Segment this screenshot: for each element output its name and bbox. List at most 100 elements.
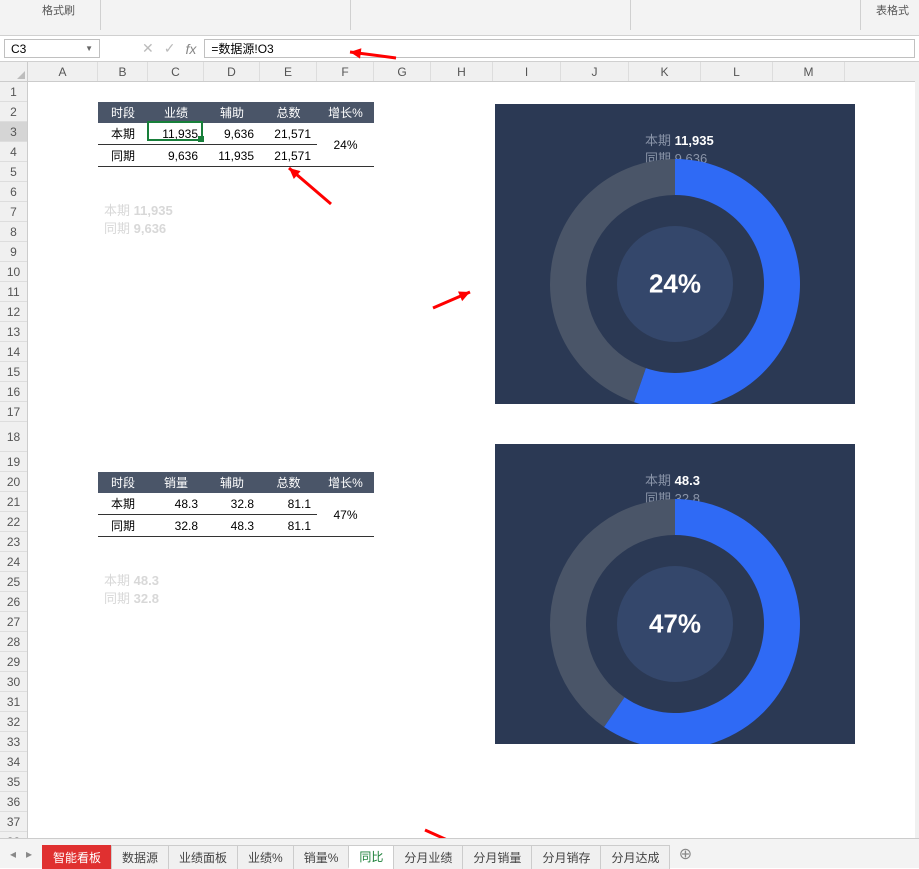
row-header[interactable]: 21	[0, 492, 27, 512]
sheet-tab[interactable]: 数据源	[111, 845, 169, 869]
col-header[interactable]: A	[28, 62, 98, 81]
col-header[interactable]: L	[701, 62, 773, 81]
row-header[interactable]: 36	[0, 792, 27, 812]
row-header[interactable]: 7	[0, 202, 27, 222]
cell-value: 81.1	[260, 493, 317, 515]
row-header[interactable]: 20	[0, 472, 27, 492]
row-headers[interactable]: 1234567891011121314151617181920212223242…	[0, 82, 28, 838]
name-box-value: C3	[11, 42, 26, 56]
fx-icon[interactable]: fx	[185, 41, 196, 57]
table-header: 销量	[148, 472, 204, 493]
sheet-tab[interactable]: 销量%	[293, 845, 350, 869]
row-header[interactable]: 8	[0, 222, 27, 242]
row-header[interactable]: 22	[0, 512, 27, 532]
cell-value: 11,935	[148, 123, 204, 145]
tab-nav[interactable]: ◂ ▸	[0, 847, 42, 861]
ribbon-groups: 格式刷 剪贴板 字体 对齐方式 数字 表格式	[0, 0, 919, 36]
col-header[interactable]: F	[317, 62, 374, 81]
col-header[interactable]: E	[260, 62, 317, 81]
cell-value: 21,571	[260, 145, 317, 167]
formula-bar-row: C3 ▼ ✕ ✓ fx =数据源!O3	[0, 36, 919, 62]
formula-input[interactable]: =数据源!O3	[204, 39, 915, 58]
new-sheet-button[interactable]: ⊕	[673, 842, 697, 866]
table-row: 本期11,9359,63621,57124%	[98, 123, 374, 145]
cell-value: 11,935	[204, 145, 260, 167]
col-header[interactable]: G	[374, 62, 431, 81]
row-header[interactable]: 6	[0, 182, 27, 202]
row-header[interactable]: 29	[0, 652, 27, 672]
col-header[interactable]: I	[493, 62, 561, 81]
table-header: 总数	[260, 472, 317, 493]
sheet-tab[interactable]: 智能看板	[42, 845, 112, 869]
table-header: 增长%	[317, 472, 374, 493]
formula-text: =数据源!O3	[211, 40, 273, 57]
sheet-tab[interactable]: 分月达成	[600, 845, 670, 869]
row-header[interactable]: 24	[0, 552, 27, 572]
row-header[interactable]: 30	[0, 672, 27, 692]
row-header[interactable]: 11	[0, 282, 27, 302]
vertical-scrollbar[interactable]	[915, 62, 919, 838]
row-header[interactable]: 34	[0, 752, 27, 772]
row-header[interactable]: 32	[0, 712, 27, 732]
cell-value: 9,636	[148, 145, 204, 167]
row-header[interactable]: 1	[0, 82, 27, 102]
table-header: 时段	[98, 472, 148, 493]
row-header[interactable]: 15	[0, 362, 27, 382]
sheet-tab[interactable]: 业绩面板	[168, 845, 238, 869]
sheet-area: ABCDEFGHIJKLM 12345678910111213141516171…	[0, 62, 915, 838]
row-header[interactable]: 9	[0, 242, 27, 262]
row-header[interactable]: 4	[0, 142, 27, 162]
row-header[interactable]: 27	[0, 612, 27, 632]
row-header[interactable]: 13	[0, 322, 27, 342]
sheet-tab[interactable]: 同比	[348, 845, 394, 869]
cells-area[interactable]: 时段业绩辅助总数增长%本期11,9359,63621,57124%同期9,636…	[28, 82, 915, 838]
row-header[interactable]: 2	[0, 102, 27, 122]
cell-value: 9,636	[204, 123, 260, 145]
row-header[interactable]: 5	[0, 162, 27, 182]
sheet-tab[interactable]: 分月销存	[531, 845, 601, 869]
col-header[interactable]: D	[204, 62, 260, 81]
row-header[interactable]: 17	[0, 402, 27, 422]
name-box[interactable]: C3 ▼	[4, 39, 100, 58]
tab-nav-prev-icon[interactable]: ◂	[6, 847, 20, 861]
row-header[interactable]: 12	[0, 302, 27, 322]
select-all-corner[interactable]	[0, 62, 28, 82]
table-header: 时段	[98, 102, 148, 123]
row-header[interactable]: 14	[0, 342, 27, 362]
col-header[interactable]: B	[98, 62, 148, 81]
cell-value: 81.1	[260, 515, 317, 537]
column-headers[interactable]: ABCDEFGHIJKLM	[28, 62, 915, 82]
sheet-tab[interactable]: 业绩%	[237, 845, 294, 869]
sheet-tab[interactable]: 分月业绩	[393, 845, 463, 869]
row-header[interactable]: 26	[0, 592, 27, 612]
col-header[interactable]: J	[561, 62, 629, 81]
row-header[interactable]: 31	[0, 692, 27, 712]
row-header[interactable]: 28	[0, 632, 27, 652]
annotation-arrow-icon	[413, 818, 486, 838]
cell-value: 48.3	[148, 493, 204, 515]
cancel-icon[interactable]: ✕	[142, 40, 154, 57]
cell-value: 32.8	[204, 493, 260, 515]
row-header[interactable]: 37	[0, 812, 27, 832]
cell-value: 48.3	[204, 515, 260, 537]
row-label: 同期	[98, 145, 148, 167]
row-header[interactable]: 33	[0, 732, 27, 752]
row-label: 同期	[98, 515, 148, 537]
col-header[interactable]: M	[773, 62, 845, 81]
table-row: 本期48.332.881.147%	[98, 493, 374, 515]
row-header[interactable]: 3	[0, 122, 27, 142]
col-header[interactable]: H	[431, 62, 493, 81]
row-header[interactable]: 23	[0, 532, 27, 552]
tab-nav-next-icon[interactable]: ▸	[22, 847, 36, 861]
row-header[interactable]: 19	[0, 452, 27, 472]
sheet-tab[interactable]: 分月销量	[462, 845, 532, 869]
row-header[interactable]: 25	[0, 572, 27, 592]
confirm-icon[interactable]: ✓	[164, 40, 176, 57]
row-header[interactable]: 16	[0, 382, 27, 402]
row-header[interactable]: 18	[0, 422, 27, 452]
col-header[interactable]: C	[148, 62, 204, 81]
row-header[interactable]: 10	[0, 262, 27, 282]
dropdown-icon[interactable]: ▼	[85, 44, 93, 53]
col-header[interactable]: K	[629, 62, 701, 81]
row-header[interactable]: 35	[0, 772, 27, 792]
